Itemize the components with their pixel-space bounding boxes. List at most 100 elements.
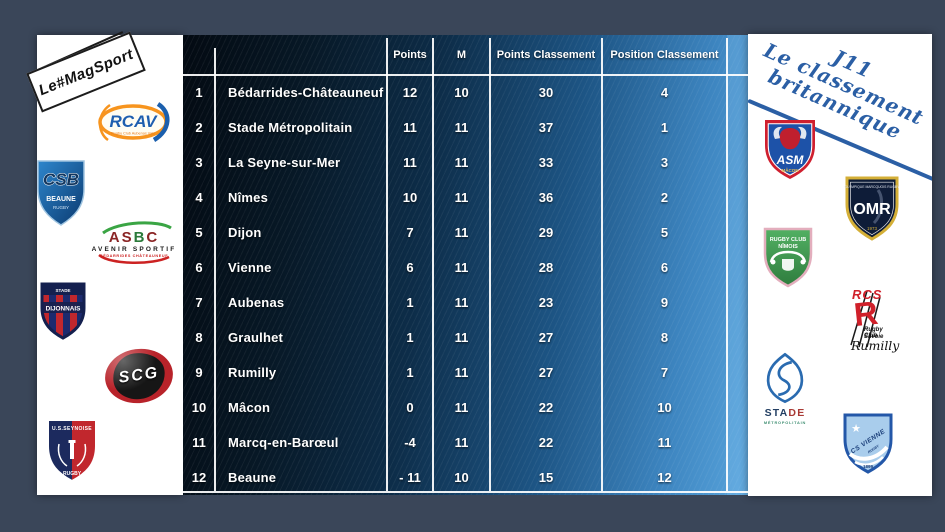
points-classement-cell: 33 xyxy=(538,155,554,170)
spacer-cell xyxy=(727,355,755,390)
team-cell: Dijon xyxy=(228,225,262,240)
points-classement-cell: 30 xyxy=(538,85,554,100)
points-classement-cell: 22 xyxy=(538,400,554,415)
position-classement-cell: 9 xyxy=(660,295,669,310)
team-cell: Beaune xyxy=(228,470,277,485)
rank-cell: 12 xyxy=(191,470,207,485)
position-classement-cell: 1 xyxy=(660,120,669,135)
col-header-points-classement: Points Classement xyxy=(496,49,596,61)
nimois-line2: NÎMOIS xyxy=(778,242,798,250)
rank-cell: 1 xyxy=(195,85,203,100)
spacer-cell xyxy=(727,110,755,145)
seynoise-top-text: U.S.SEYNOISE xyxy=(52,426,92,432)
rcs-abbr: RCS xyxy=(852,287,883,302)
team-cell: Mâcon xyxy=(228,400,271,415)
position-classement-cell: 11 xyxy=(657,435,672,450)
position-classement-cell: 12 xyxy=(657,470,672,485)
rank-cell: 4 xyxy=(195,190,203,205)
points-cell: 7 xyxy=(406,225,414,240)
spacer-cell xyxy=(727,320,755,355)
points-classement-cell: 27 xyxy=(538,330,554,345)
spacer-cell xyxy=(727,215,755,250)
csb-beaune-logo: CSB BEAUNE RUGBY xyxy=(37,160,85,226)
team-cell: Stade Métropolitain xyxy=(228,120,353,135)
table-header-row: Points M Points Classement Position Clas… xyxy=(183,35,755,75)
seynoise-bottom-text: RUGBY xyxy=(63,471,82,477)
metro-tulip-icon xyxy=(766,352,804,404)
rcs-line2: Savoie xyxy=(864,334,884,340)
rcav-abbr: RCAV xyxy=(110,112,159,131)
asbc-letter-b: B xyxy=(133,229,147,246)
col-header-rank xyxy=(183,35,215,75)
us-seynoise-logo: U.S.SEYNOISE RUGBY xyxy=(47,419,97,483)
asm-town: MÂCON xyxy=(782,167,799,173)
grid-line xyxy=(601,38,603,491)
points-classement-cell: 23 xyxy=(538,295,554,310)
points-cell: 0 xyxy=(406,400,414,415)
csb-abbr: CSB xyxy=(43,170,79,189)
rcs-posts-graphics xyxy=(850,290,881,348)
position-classement-cell: 8 xyxy=(660,330,669,345)
spacer-cell xyxy=(727,460,755,495)
points-cell: 11 xyxy=(403,155,417,170)
matches-cell: 11 xyxy=(454,295,469,310)
points-classement-cell: 29 xyxy=(538,225,554,240)
table-row: 10 Mâcon 0 11 22 10 xyxy=(183,390,755,425)
dijonnais-name-text: DIJONNAIS xyxy=(46,306,82,313)
points-classement-cell: 27 xyxy=(538,365,554,380)
asbc-bedarrides-logo: ASBC AVENIR SPORTIF BÉDARRIDES CHÂTEAUNE… xyxy=(91,220,177,266)
scg-graulhet-logo: SCG xyxy=(101,344,177,408)
csb-sport: RUGBY xyxy=(53,205,69,210)
grid-line xyxy=(386,38,388,491)
csb-town: BEAUNE xyxy=(46,196,76,203)
asbc-line2: BÉDARRIDES CHÂTEAUNEUF xyxy=(99,254,169,258)
asm-macon-logo: ASM MÂCON xyxy=(765,120,815,179)
metro-wordmark: STADE xyxy=(760,407,810,419)
rc-nimois-logo: RUGBY CLUB NÎMOIS xyxy=(763,227,813,288)
metro-de: DE xyxy=(788,407,806,419)
left-logo-panel: Le#MagSport RCAV Rugby Club Aubenas Vals… xyxy=(26,31,183,495)
asm-abbr: ASM xyxy=(776,153,805,167)
standings-table: Points M Points Classement Position Clas… xyxy=(183,35,755,495)
table-row: 6 Vienne 6 11 28 6 xyxy=(183,250,755,285)
matches-cell: 10 xyxy=(454,85,469,100)
matches-cell: 11 xyxy=(454,365,469,380)
col-header-points: Points xyxy=(393,49,427,61)
asbc-letters-as: AS xyxy=(108,229,134,246)
position-classement-cell: 5 xyxy=(660,225,669,240)
matches-cell: 11 xyxy=(454,190,469,205)
rank-cell: 3 xyxy=(195,155,203,170)
team-cell: Aubenas xyxy=(228,295,285,310)
rank-cell: 5 xyxy=(195,225,203,240)
table-row: 7 Aubenas 1 11 23 9 xyxy=(183,285,755,320)
matches-cell: 11 xyxy=(454,435,469,450)
points-cell: 1 xyxy=(406,365,414,380)
position-classement-cell: 7 xyxy=(660,365,669,380)
spacer-cell xyxy=(727,390,755,425)
rank-cell: 2 xyxy=(195,120,203,135)
matches-cell: 11 xyxy=(454,330,469,345)
grid-line xyxy=(432,38,434,491)
asbc-line1: AVENIR SPORTIF xyxy=(91,246,177,253)
asbc-swoosh-graphics xyxy=(98,221,172,265)
points-classement-cell: 22 xyxy=(538,435,554,450)
rcav-aubenas-logo: RCAV Rugby Club Aubenas Vals xyxy=(98,102,170,142)
col-header-spacer xyxy=(727,35,755,75)
team-cell: Vienne xyxy=(228,260,272,275)
team-cell: Marcq-en-Barœul xyxy=(228,435,339,450)
points-cell: - 11 xyxy=(399,470,421,485)
rank-cell: 9 xyxy=(195,365,203,380)
rcs-line1: Rugby Club xyxy=(864,327,883,339)
table-row: 11 Marcq-en-Barœul -4 11 22 11 xyxy=(183,425,755,460)
matches-cell: 11 xyxy=(454,400,469,415)
col-header-position-classement: Position Classement xyxy=(610,49,719,61)
vienne-year: 1899 xyxy=(863,464,874,469)
position-classement-cell: 3 xyxy=(660,155,669,170)
team-cell: La Seyne-sur-Mer xyxy=(228,155,341,170)
position-classement-cell: 10 xyxy=(657,400,672,415)
spacer-cell xyxy=(727,75,755,110)
points-cell: 1 xyxy=(406,330,414,345)
stade-dijonnais-logo: STADE DIJONNAIS xyxy=(40,282,86,340)
rank-cell: 11 xyxy=(192,435,206,450)
stade-metropolitain-logo: STADE MÉTROPOLITAIN xyxy=(760,351,810,431)
